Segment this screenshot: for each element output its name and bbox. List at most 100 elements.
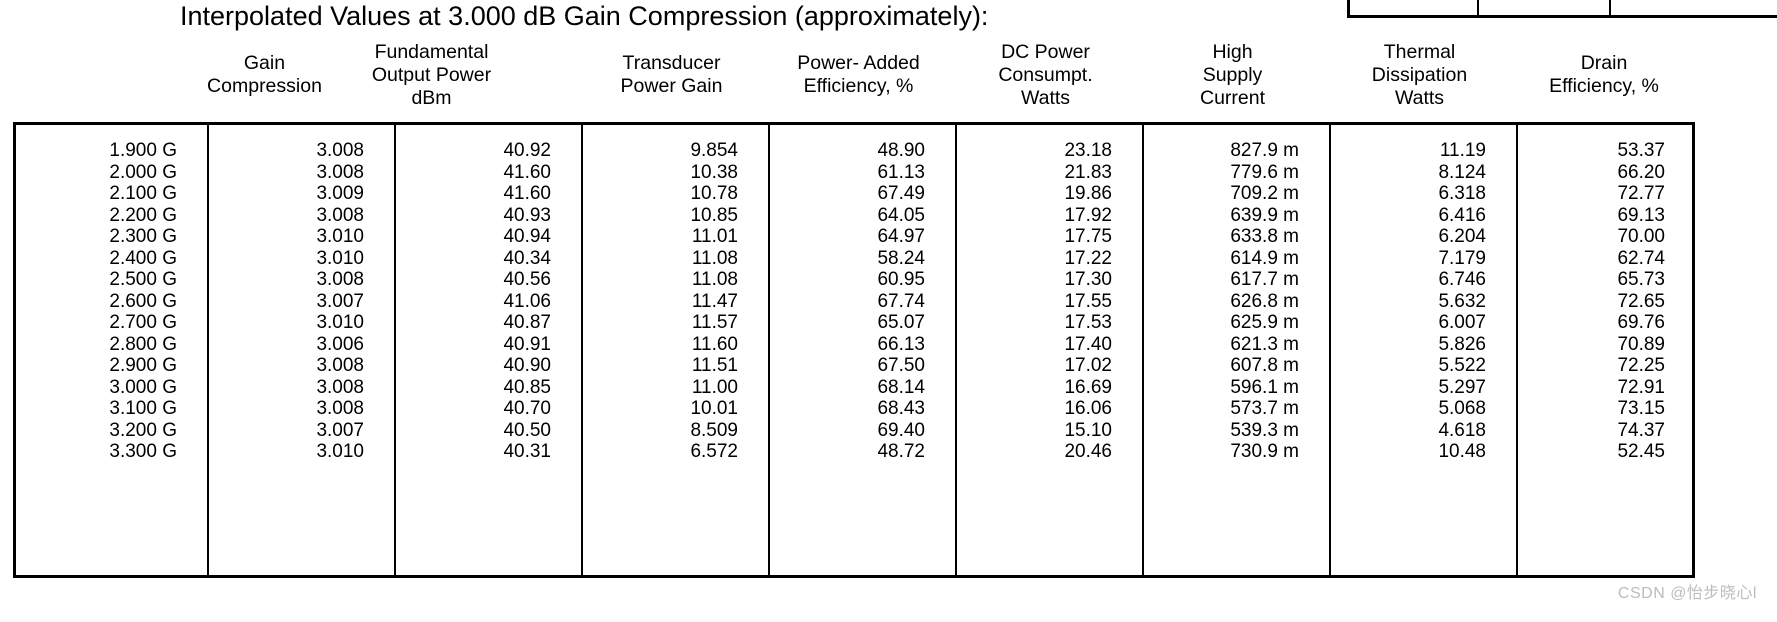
table-cell: 2.800 G: [109, 333, 177, 355]
table-cell: 10.85: [690, 204, 738, 226]
table-cell: 48.72: [877, 441, 925, 462]
table-cell: 40.56: [503, 269, 551, 290]
cropped-table-fragment: [1347, 0, 1777, 18]
table-cell: 3.300 G: [109, 441, 177, 462]
table-cell: 67.49: [877, 183, 925, 204]
table-cell: 633.8 m: [1230, 226, 1299, 247]
table-cell: 3.006: [316, 333, 364, 355]
table-cell: 617.7 m: [1230, 269, 1299, 290]
table-cell: 4.618: [1438, 419, 1486, 441]
table-cell: 11.01: [691, 226, 738, 247]
table-cell: 3.100 G: [109, 398, 177, 419]
table-row: 3.200 G 3.007 40.50 8.509 69.40 15.10 539.3 m 4…: [16, 420, 1692, 442]
table-cell: 40.34: [503, 247, 551, 269]
table-cell: 21.83: [1064, 161, 1112, 183]
table-cell: 10.48: [1438, 441, 1486, 462]
table-rows: 1.900 G 3.008 40.92 9.854 48.90 23.18 827.9 m 1…: [16, 140, 1692, 463]
header-power-added-efficiency: Power- Added Efficiency, %: [797, 52, 920, 97]
table-row: 3.000 G 3.008 40.85 11.00 68.14 16.69 596.1 m 5…: [16, 377, 1692, 399]
table-cell: 621.3 m: [1230, 333, 1299, 355]
table-cell: 65.73: [1617, 269, 1665, 290]
table-cell: 72.65: [1617, 290, 1665, 312]
header-dc-power-consumption: DC Power Consumpt. Watts: [998, 40, 1093, 109]
table-cell: 539.3 m: [1230, 419, 1299, 441]
header-high-supply-current: High Supply Current: [1199, 40, 1266, 109]
table-cell: 41.06: [503, 290, 551, 312]
table-cell: 2.100 G: [109, 183, 177, 204]
table-cell: 11.19: [1439, 140, 1486, 161]
table-cell: 6.416: [1438, 204, 1486, 226]
table-cell: 64.05: [877, 204, 925, 226]
table-cell: 639.9 m: [1230, 204, 1299, 226]
table-cell: 40.92: [503, 140, 551, 161]
table-cell: 53.37: [1617, 140, 1665, 161]
table-row: 2.200 G 3.008 40.93 10.85 64.05 17.92 639.9 m 6…: [16, 205, 1692, 227]
table-cell: 779.6 m: [1230, 161, 1299, 183]
table-cell: 40.85: [503, 376, 551, 398]
table-row: 2.900 G 3.008 40.90 11.51 67.50 17.02 607.8 m 5…: [16, 355, 1692, 377]
table-cell: 16.06: [1064, 398, 1112, 419]
table-cell: 3.008: [316, 140, 364, 161]
column-divider: [768, 125, 770, 575]
table-row: 3.300 G 3.010 40.31 6.572 48.72 20.46 730.9 m 1…: [16, 441, 1692, 463]
fragment-divider-line: [1609, 0, 1611, 15]
table-cell: 3.008: [316, 269, 364, 290]
fragment-divider-line: [1477, 0, 1479, 15]
table-cell: 40.31: [503, 441, 551, 462]
table-cell: 40.91: [503, 333, 551, 355]
table-cell: 3.010: [316, 247, 364, 269]
table-cell: 16.69: [1064, 376, 1112, 398]
table-cell: 17.53: [1064, 312, 1112, 333]
table-cell: 62.74: [1617, 247, 1665, 269]
table-cell: 2.500 G: [109, 269, 177, 290]
table-cell: 69.76: [1617, 312, 1665, 333]
table-cell: 5.826: [1438, 333, 1486, 355]
table-cell: 626.8 m: [1230, 290, 1299, 312]
page-title: Interpolated Values at 3.000 dB Gain Com…: [180, 1, 989, 31]
table-cell: 52.45: [1617, 441, 1665, 462]
column-divider: [1142, 125, 1144, 575]
table-cell: 11.60: [691, 333, 738, 355]
table-cell: 67.50: [877, 355, 925, 376]
table-row: 2.500 G 3.008 40.56 11.08 60.95 17.30 617.7 m 6…: [16, 269, 1692, 291]
column-divider: [207, 125, 209, 575]
table-row: 2.600 G 3.007 41.06 11.47 67.74 17.55 626.8 m 5…: [16, 291, 1692, 313]
table-cell: 19.86: [1064, 183, 1112, 204]
column-divider: [394, 125, 396, 575]
table-row: 2.300 G 3.010 40.94 11.01 64.97 17.75 633.8 m 6…: [16, 226, 1692, 248]
column-divider: [955, 125, 957, 575]
table-row: 2.800 G 3.006 40.91 11.60 66.13 17.40 621.3 m 5…: [16, 334, 1692, 356]
table-cell: 3.007: [316, 290, 364, 312]
table-cell: 10.01: [690, 398, 738, 419]
column-divider: [1329, 125, 1331, 575]
table-cell: 61.13: [877, 161, 925, 183]
table-row: 2.000 G 3.008 41.60 10.38 61.13 21.83 779.6 m 8…: [16, 162, 1692, 184]
table-cell: 3.010: [316, 312, 364, 333]
table-cell: 17.92: [1064, 204, 1112, 226]
header-gain-compression: Gain Compression: [207, 52, 322, 97]
table-cell: 6.746: [1438, 269, 1486, 290]
table-cell: 5.068: [1438, 398, 1486, 419]
table-cell: 40.94: [503, 226, 551, 247]
table-cell: 3.008: [316, 376, 364, 398]
table-cell: 2.900 G: [109, 355, 177, 376]
table-cell: 10.38: [690, 161, 738, 183]
table-cell: 5.297: [1438, 376, 1486, 398]
header-drain-efficiency: Drain Efficiency, %: [1549, 52, 1659, 97]
table-cell: 40.50: [503, 419, 551, 441]
table-cell: 827.9 m: [1230, 140, 1299, 161]
table-cell: 9.854: [690, 140, 738, 161]
table-cell: 3.200 G: [109, 419, 177, 441]
table-cell: 8.124: [1438, 161, 1486, 183]
table-cell: 68.43: [877, 398, 925, 419]
table-cell: 66.13: [877, 333, 925, 355]
column-divider: [1516, 125, 1518, 575]
table-cell: 3.007: [316, 419, 364, 441]
table-cell: 2.700 G: [109, 312, 177, 333]
table-cell: 17.55: [1064, 290, 1112, 312]
table-cell: 2.200 G: [109, 204, 177, 226]
table-cell: 709.2 m: [1230, 183, 1299, 204]
table-cell: 625.9 m: [1230, 312, 1299, 333]
table-cell: 17.22: [1064, 247, 1112, 269]
watermark: CSDN @怡步晓心l: [1617, 585, 1757, 602]
